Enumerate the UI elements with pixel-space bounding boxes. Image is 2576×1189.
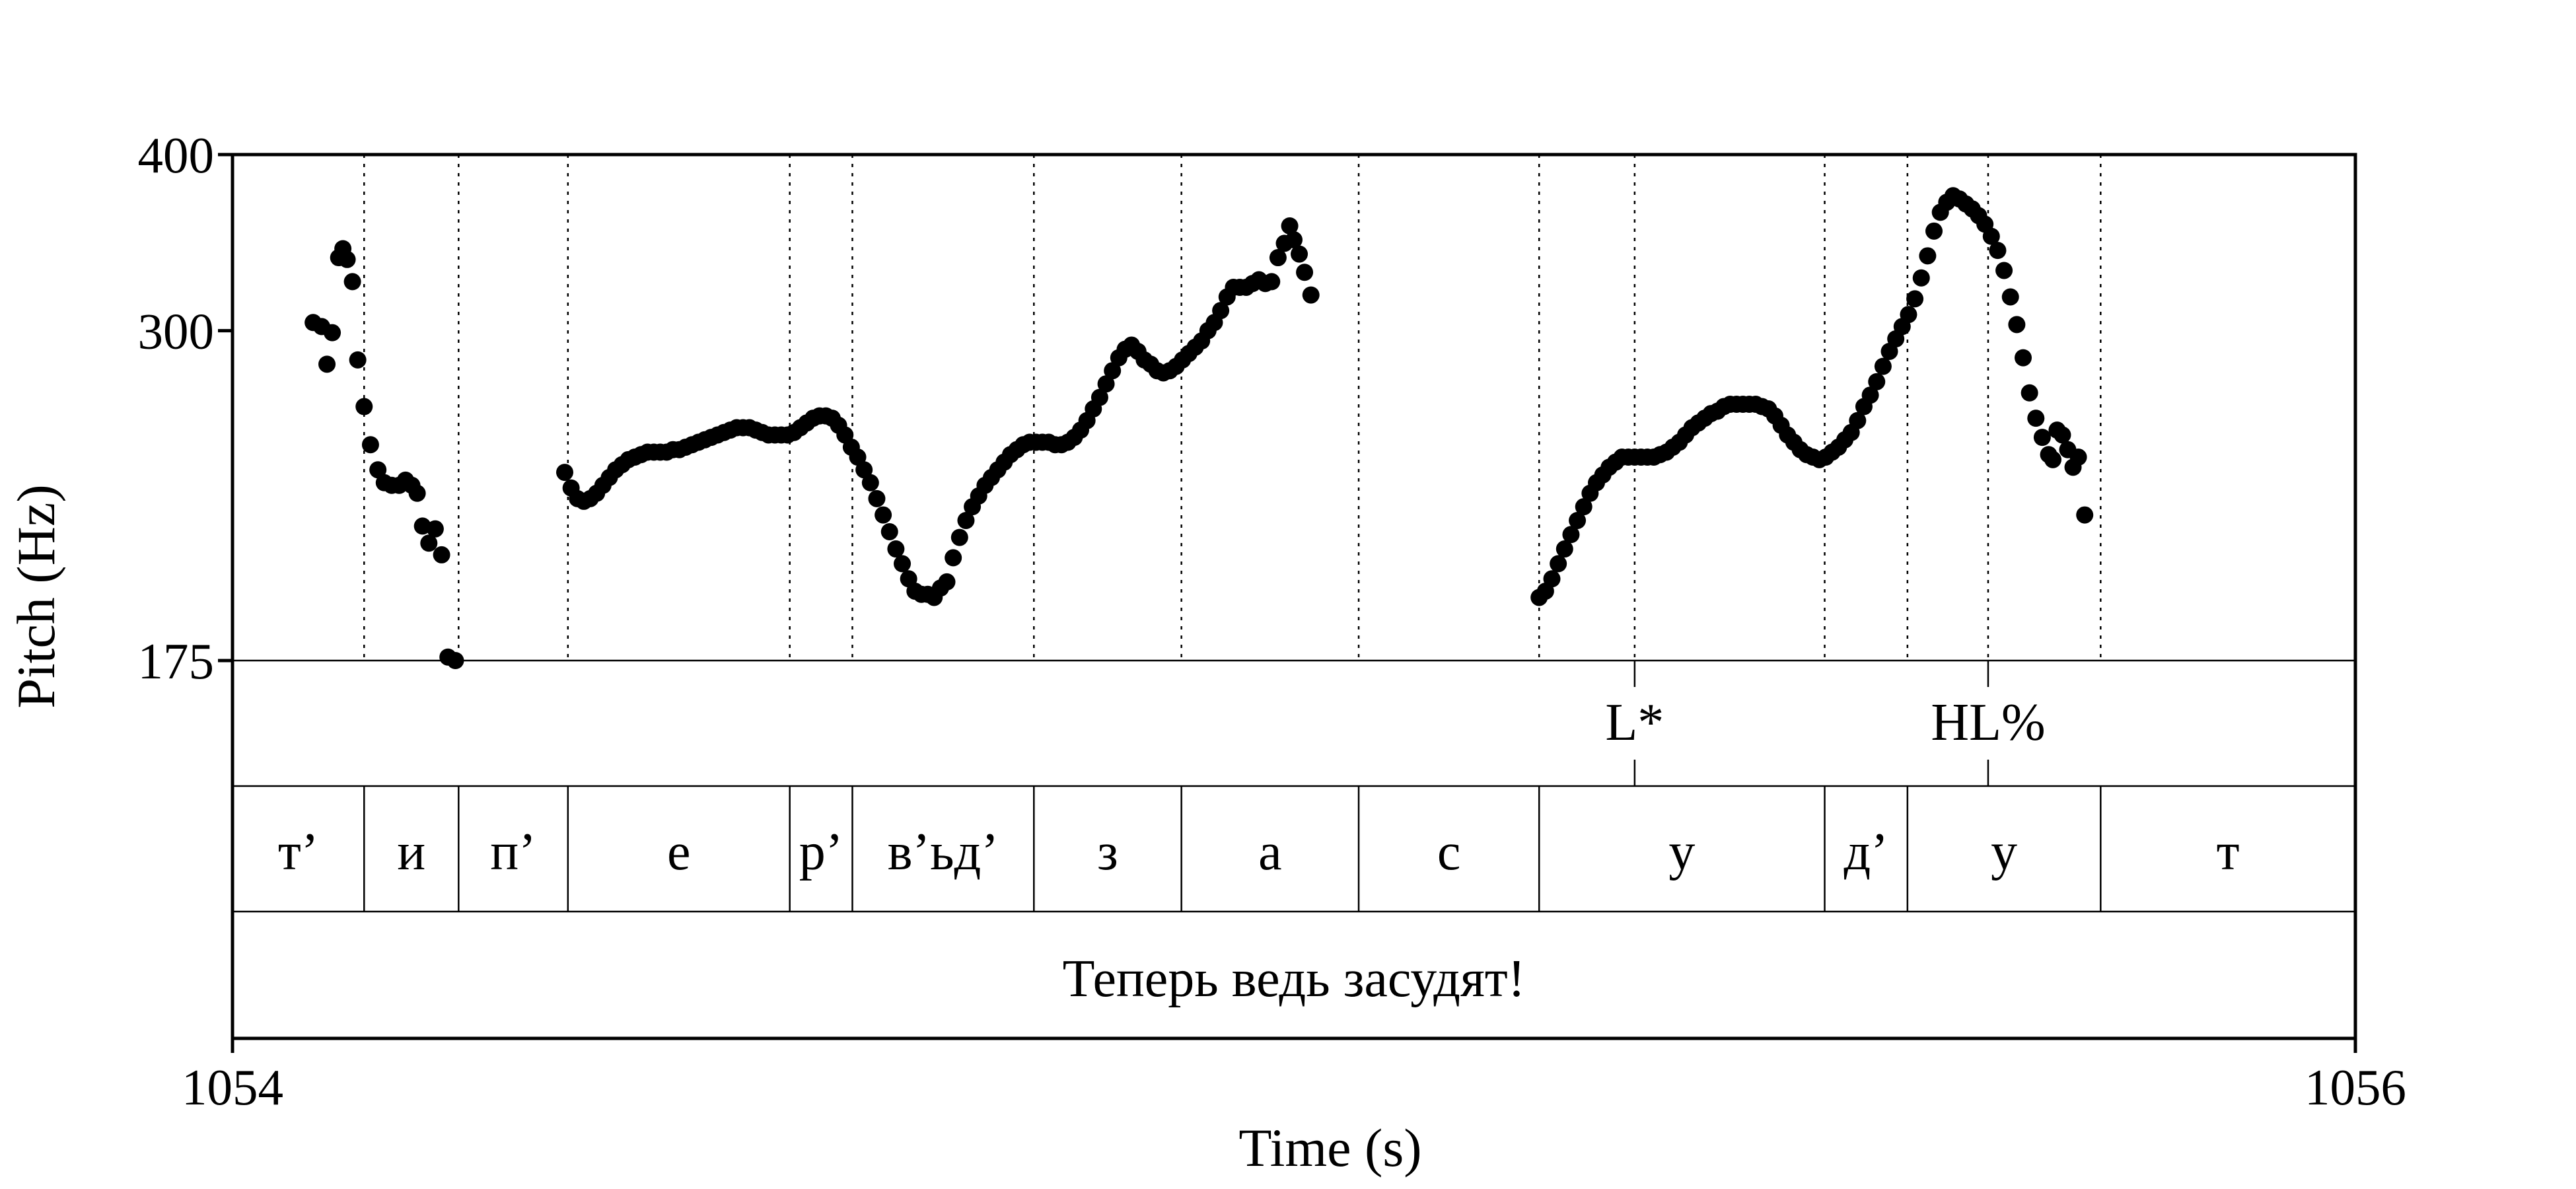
pitch-point [433,546,450,563]
x-tick-label: 1054 [182,1059,283,1116]
segment-label: у [1991,823,2017,881]
pitch-point [1861,386,1879,404]
segment-label: с [1437,823,1461,881]
pitch-point [1575,498,1592,516]
segment-label: д’ [1844,823,1888,881]
pitch-point [1995,262,2013,279]
pitch-point [1989,242,2007,260]
pitch-point [420,534,438,552]
pitch-point [1900,306,1917,324]
pitch-point [2027,410,2045,427]
y-axis-title: Pitch (Hz) [6,484,66,708]
segment-label: и [397,823,425,881]
pitch-point [1919,247,1937,265]
y-tick-label: 175 [138,633,215,690]
pitch-point [875,506,892,524]
pitch-point [1550,555,1567,573]
pitch-point [555,464,573,482]
pitch-points [304,187,2094,669]
segment-label: е [667,823,691,881]
segment-label: а [1258,823,1282,881]
sentence-label: Теперь ведь засудят! [1063,950,1526,1008]
pitch-point [868,489,886,507]
pitch-point [938,573,956,591]
pitch-point [2044,450,2062,468]
pitch-point [1097,375,1115,393]
axis-ticks: 175 300 400 1054 1056 [138,127,2407,1116]
pitch-point [887,540,905,558]
pitch-point [1912,269,1930,287]
pitch-point [1269,249,1287,267]
pitch-point [1569,511,1587,529]
pitch-point [950,528,968,546]
pitch-point [2015,349,2032,367]
pitch-point [1868,373,1886,390]
segment-label: з [1097,823,1118,881]
segment-label: т [2217,823,2240,881]
pitch-point [2054,426,2071,444]
pitch-point [2033,429,2051,447]
segment-label: у [1668,823,1695,881]
pitch-point [957,511,975,529]
pitch-point [2076,506,2094,524]
pitch-point [855,461,873,479]
pitch-point [1556,540,1573,558]
segment-label: т’ [278,823,319,881]
y-tick-label: 300 [138,303,215,360]
pitch-point [1874,357,1892,375]
pitch-point [361,436,379,454]
x-tick-label: 1056 [2305,1059,2406,1116]
segment-label: р’ [799,823,843,881]
segment-label: в’ьд’ [888,823,999,881]
tone-label: L* [1605,694,1664,752]
pitch-point [1906,290,1924,308]
pitch-point [447,652,464,669]
pitch-point [2001,288,2019,306]
pitch-point [894,555,912,573]
pitch-point [1849,412,1867,429]
pitch-point [1982,227,2000,245]
x-axis-title: Time (s) [1238,1118,1421,1178]
pitch-point [2069,449,2087,466]
pitch-point [945,549,962,567]
pitch-point [1296,264,1314,281]
pitch-point [338,250,356,268]
pitch-point [880,522,898,540]
pitch-point [1291,245,1308,263]
pitch-point [2008,316,2026,334]
y-tick-label: 400 [138,127,215,184]
pitch-point [1285,231,1303,249]
pitch-point [1263,273,1281,291]
pitch-point [1543,570,1561,588]
pitch-point [318,355,336,373]
pitch-point [349,351,367,369]
segment-boundary-gridlines [363,155,2102,661]
pitch-point [2021,384,2038,402]
pitch-point [1925,222,1943,240]
segment-label: п’ [490,823,536,881]
pitch-point [861,474,879,491]
pitch-point [1281,217,1299,234]
pitch-point [369,461,387,479]
pitch-point [1091,388,1108,406]
tone-label: HL% [1931,694,2045,752]
pitch-point [426,520,444,538]
pitch-point [1562,526,1580,544]
pitch-point [408,484,426,502]
pitch-point [1302,286,1320,304]
plot-frame [231,153,2357,1040]
pitch-point [324,324,341,342]
pitch-point [1104,362,1122,380]
pitch-point [1212,302,1230,320]
pitch-point [849,449,867,466]
pitch-point [343,273,361,291]
annotation-tiers: L* HL% т’ и п’ е р’ в’ьд’ з а с у д’ у т Теперь ведь за… [233,659,2355,1008]
pitch-point [355,398,373,415]
